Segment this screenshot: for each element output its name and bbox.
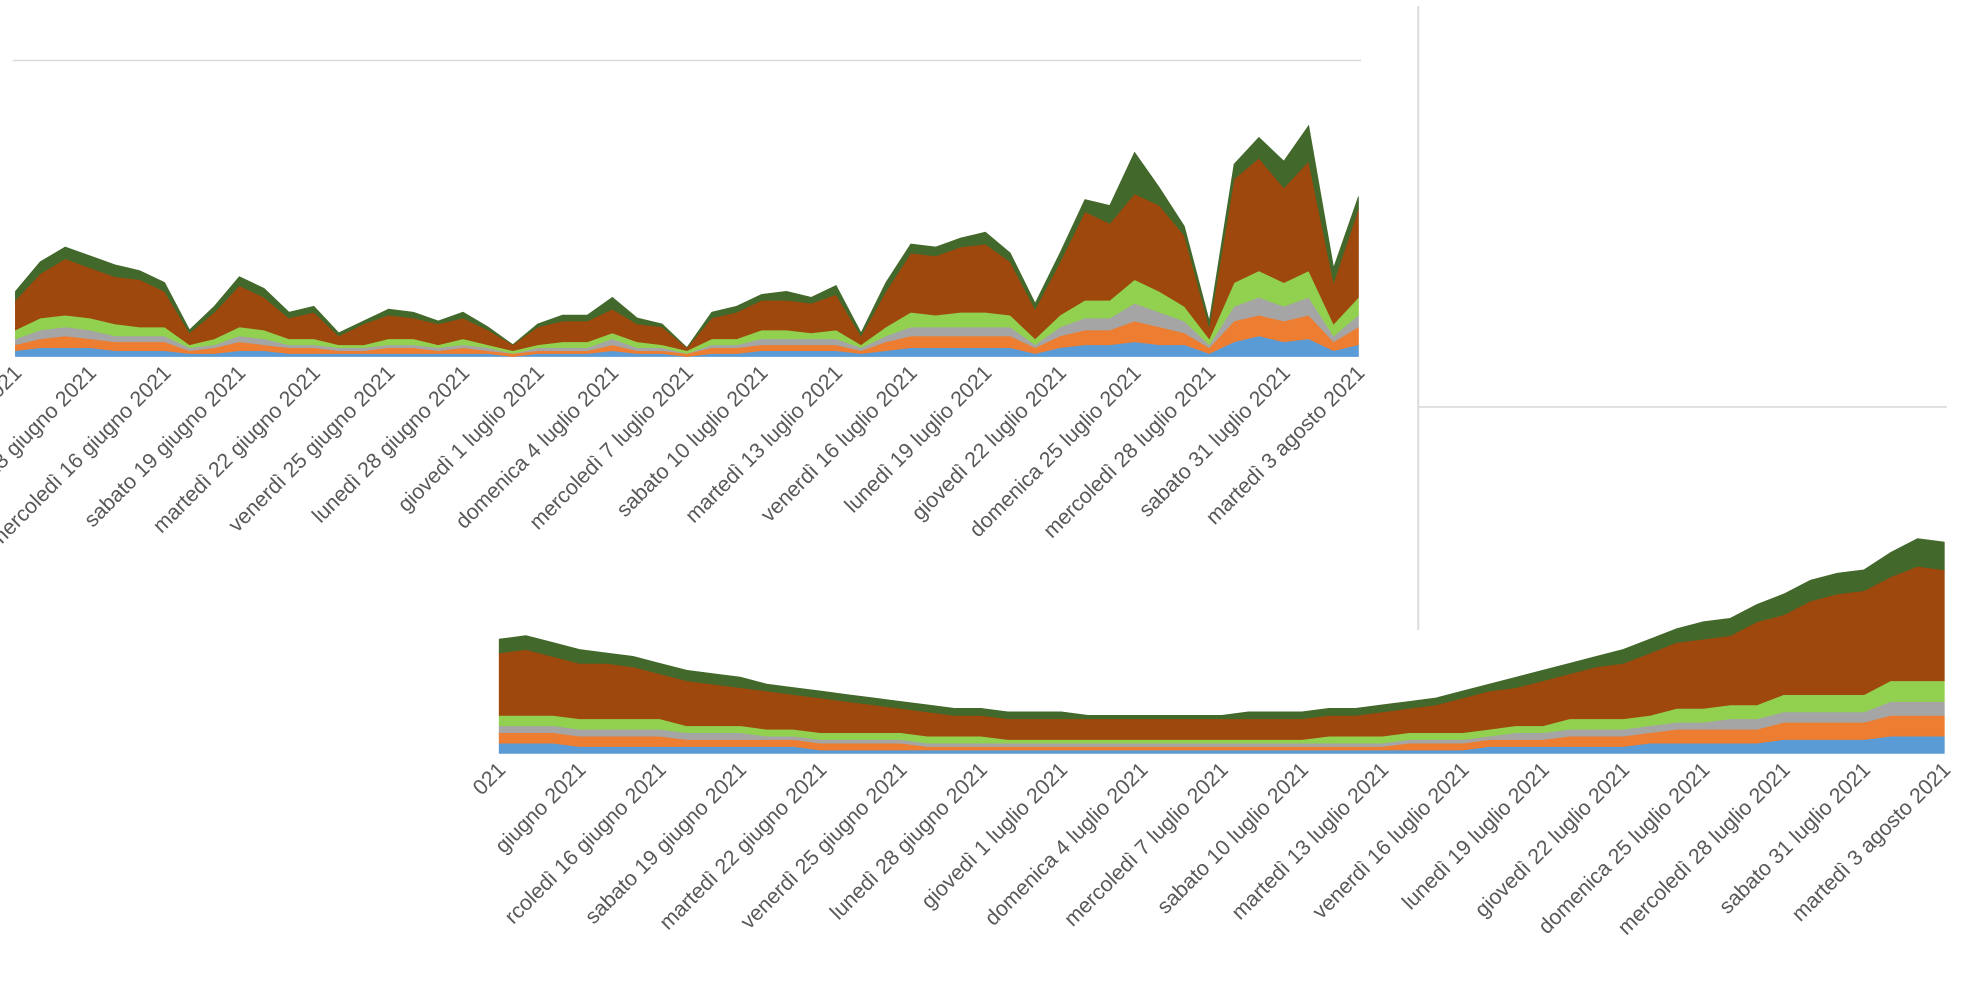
x-tick-label: giovedì 1 luglio 2021 <box>916 758 1072 914</box>
x-tick-label: sabato 31 luglio 2021 <box>1714 758 1875 919</box>
x-tick-label: martedì 3 agosto 2021 <box>1787 758 1955 926</box>
area-series <box>498 538 1945 720</box>
x-tick-label: lunedì 19 luglio 2021 <box>1397 758 1554 915</box>
area-series <box>15 124 1359 349</box>
x-tick-label: venerdì 16 luglio 2021 <box>1308 758 1474 924</box>
x-tick-label: rcoledì 16 giugno 2021 <box>500 758 671 929</box>
x-tick-label: martedì 13 luglio 2021 <box>1227 758 1394 925</box>
x-tick-label: 021 <box>468 758 510 800</box>
x-tick-label: giovedì 22 luglio 2021 <box>1470 758 1634 922</box>
x-tick-label: domenica 4 luglio 2021 <box>980 758 1153 931</box>
x-tick-label: lunedì 28 giugno 2021 <box>825 758 992 925</box>
x-tick-label: sabato 19 giugno 2021 <box>580 758 751 929</box>
x-tick-label: mercoledì 7 luglio 2021 <box>1059 758 1232 931</box>
x-tick-label: sabato 10 luglio 2021 <box>1152 758 1313 919</box>
